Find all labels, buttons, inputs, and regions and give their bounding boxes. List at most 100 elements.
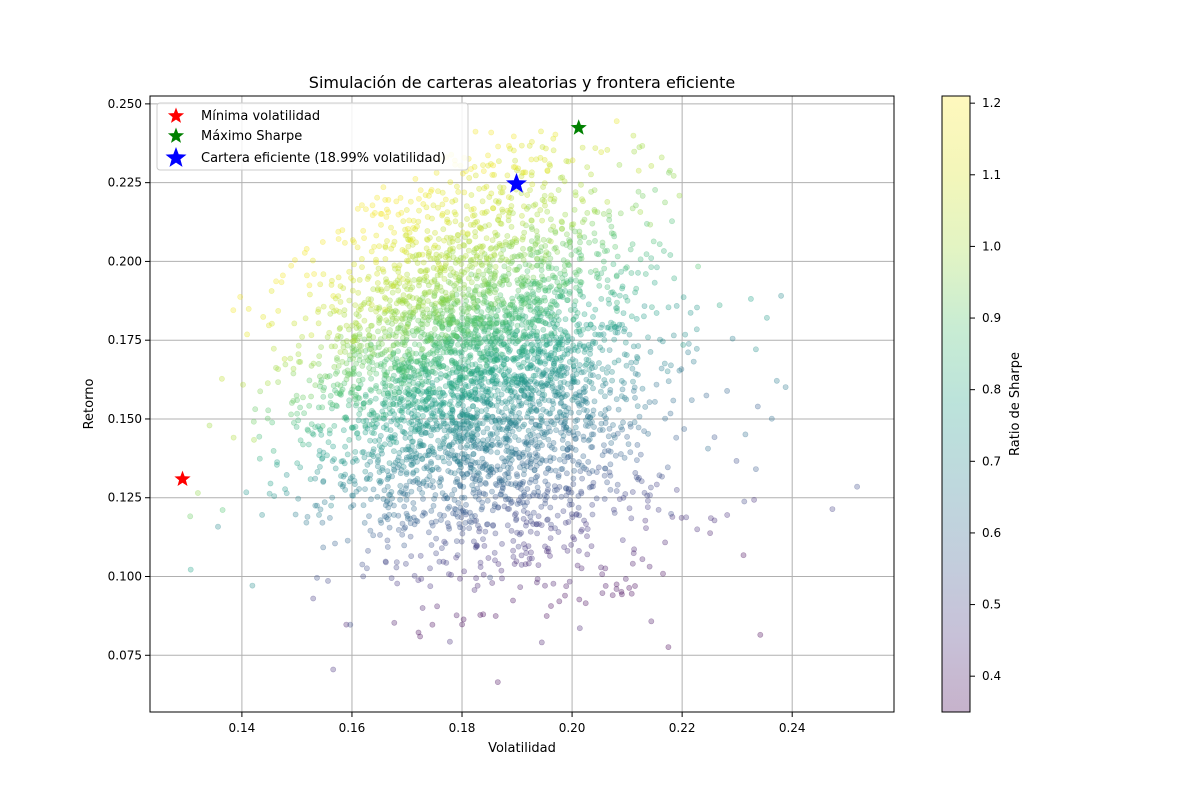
data-point <box>500 361 507 367</box>
data-point <box>498 491 504 498</box>
data-point <box>572 446 579 453</box>
data-point <box>512 157 518 164</box>
data-point <box>516 426 522 432</box>
data-point <box>365 547 371 554</box>
data-point <box>562 393 568 400</box>
data-point <box>518 142 525 149</box>
data-point <box>496 213 502 220</box>
data-point <box>451 470 458 477</box>
data-point <box>404 491 411 498</box>
data-point <box>494 435 501 442</box>
data-point <box>529 264 535 270</box>
data-point <box>570 475 577 482</box>
data-point <box>427 337 434 344</box>
data-point <box>409 443 415 450</box>
data-point <box>525 560 532 567</box>
data-point <box>604 284 611 290</box>
data-point <box>401 542 408 549</box>
data-point <box>402 434 409 441</box>
data-point <box>520 256 527 263</box>
data-point <box>537 279 543 286</box>
data-point <box>513 517 519 523</box>
data-point <box>500 463 507 469</box>
data-point <box>498 351 504 358</box>
data-point <box>469 475 476 482</box>
data-point <box>550 223 557 230</box>
data-point <box>651 279 658 286</box>
data-point <box>310 431 317 438</box>
data-point <box>537 460 543 467</box>
data-point <box>466 525 472 532</box>
data-point <box>583 521 589 527</box>
data-point <box>492 557 498 564</box>
data-point <box>568 251 575 258</box>
data-point <box>538 128 544 135</box>
data-point <box>386 305 393 312</box>
data-point <box>505 142 512 149</box>
data-point <box>417 187 424 194</box>
data-point <box>432 300 439 307</box>
data-point <box>480 349 487 355</box>
data-point <box>568 489 575 496</box>
data-point <box>534 473 541 479</box>
data-point <box>355 289 362 296</box>
data-point <box>517 584 524 590</box>
data-point <box>564 454 571 461</box>
data-point <box>383 514 390 521</box>
data-point <box>605 433 612 440</box>
data-point <box>566 578 573 585</box>
data-point <box>416 481 423 487</box>
data-point <box>590 313 596 320</box>
data-point <box>544 208 551 215</box>
data-point <box>534 233 541 239</box>
data-point <box>581 343 588 349</box>
data-point <box>605 296 612 303</box>
data-point <box>456 521 463 527</box>
data-point <box>442 540 449 547</box>
data-point <box>531 467 538 473</box>
data-point <box>534 238 541 245</box>
data-point <box>415 317 422 324</box>
data-point <box>497 220 504 227</box>
data-point <box>483 255 490 262</box>
data-point <box>460 483 467 490</box>
data-point <box>518 552 525 559</box>
data-point <box>495 504 501 511</box>
data-point <box>435 204 441 211</box>
data-point <box>546 260 552 267</box>
data-point <box>441 237 447 244</box>
data-point <box>459 530 466 537</box>
data-point <box>449 290 456 297</box>
x-tick-label: 0.20 <box>559 721 586 735</box>
max-sharpe-marker-icon <box>570 119 587 135</box>
colorbar-ticks: 0.40.50.60.70.80.91.01.11.2 <box>970 96 1001 683</box>
data-point <box>687 309 694 316</box>
data-point <box>406 478 413 485</box>
data-point <box>381 294 388 301</box>
data-point <box>525 543 532 549</box>
data-point <box>411 572 418 579</box>
data-point <box>454 452 461 459</box>
chart-title: Simulación de carteras aleatorias y fron… <box>309 73 735 92</box>
data-point <box>355 377 362 384</box>
data-point <box>458 514 465 521</box>
data-point <box>633 315 640 322</box>
data-point <box>592 339 599 346</box>
data-point <box>320 393 327 400</box>
data-point <box>548 521 554 528</box>
data-point <box>325 439 332 446</box>
data-point <box>457 482 463 489</box>
data-point <box>588 543 595 549</box>
data-point <box>516 454 523 461</box>
data-point <box>393 564 400 571</box>
data-point <box>527 528 534 535</box>
data-point <box>613 581 620 588</box>
data-point <box>337 349 344 355</box>
data-point <box>418 378 425 385</box>
data-point <box>565 453 572 460</box>
data-point <box>553 355 559 362</box>
data-point <box>653 310 660 316</box>
data-point <box>321 499 328 506</box>
data-point <box>498 477 505 483</box>
data-point <box>512 480 519 487</box>
